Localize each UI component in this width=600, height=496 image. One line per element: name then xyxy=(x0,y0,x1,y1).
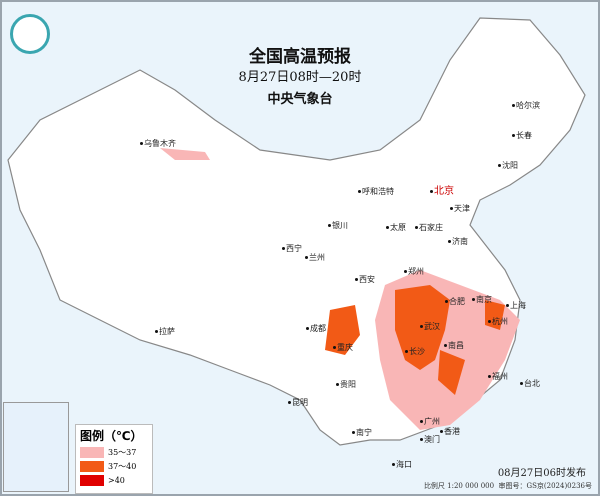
forecast-period: 8月27日08时—20时 xyxy=(238,70,362,85)
map-number: 审图号：GS京(2024)0236号 xyxy=(498,482,592,490)
city-label: 福州 xyxy=(488,371,508,382)
city-label: 重庆 xyxy=(333,342,353,353)
city-label: 澳门 xyxy=(420,434,440,445)
legend-swatch xyxy=(80,447,104,458)
legend-label: >40 xyxy=(108,476,125,485)
city-label: 贵阳 xyxy=(336,379,356,390)
city-label: 沈阳 xyxy=(498,160,518,171)
city-label: 南昌 xyxy=(444,340,464,351)
legend-swatch xyxy=(80,475,104,486)
city-label: 石家庄 xyxy=(415,222,443,233)
city-label: 拉萨 xyxy=(155,326,175,337)
city-label: 香港 xyxy=(440,426,460,437)
city-label: 海口 xyxy=(392,459,412,470)
city-label: 天津 xyxy=(450,203,470,214)
city-label: 广州 xyxy=(420,416,440,427)
legend-label: 35～37 xyxy=(108,448,137,457)
city-label: 哈尔滨 xyxy=(512,100,540,111)
city-label: 上海 xyxy=(506,300,526,311)
scale-and-map-number: 比例尺 1:20 000 000 审图号：GS京(2024)0236号 xyxy=(424,481,592,491)
map-title: 全国高温预报 xyxy=(249,47,351,67)
city-label: 银川 xyxy=(328,220,348,231)
publish-time: 08月27日06时发布 xyxy=(497,468,586,479)
city-label: 西宁 xyxy=(282,243,302,254)
city-label: 武汉 xyxy=(420,321,440,332)
city-label: 成都 xyxy=(306,323,326,334)
city-label: 济南 xyxy=(448,236,468,247)
issuer: 中央气象台 xyxy=(267,92,333,107)
city-label: 杭州 xyxy=(488,316,508,327)
city-label: 西安 xyxy=(355,274,375,285)
city-label: 长春 xyxy=(512,130,532,141)
scale-text: 比例尺 1:20 000 000 xyxy=(423,482,495,490)
city-label: 北京 xyxy=(430,182,454,197)
legend-swatch xyxy=(80,461,104,472)
legend-item: 37～40 xyxy=(80,461,148,472)
south-china-sea-inset xyxy=(3,402,69,492)
city-label: 郑州 xyxy=(404,266,424,277)
legend-title: 图例（℃） xyxy=(80,429,143,443)
city-label: 南京 xyxy=(472,294,492,305)
city-label: 乌鲁木齐 xyxy=(140,138,176,149)
city-label: 合肥 xyxy=(445,296,465,307)
cma-logo xyxy=(10,14,50,54)
legend-item: 35～37 xyxy=(80,447,148,458)
city-label: 南宁 xyxy=(352,427,372,438)
city-label: 呼和浩特 xyxy=(358,186,394,197)
city-label: 台北 xyxy=(520,378,540,389)
city-label: 兰州 xyxy=(305,252,325,263)
heat-area-xinjiang xyxy=(160,148,210,160)
legend: 图例（℃） 35～37 37～40 >40 xyxy=(75,424,153,494)
city-label: 太原 xyxy=(386,222,406,233)
legend-label: 37～40 xyxy=(108,462,137,471)
heat-area-jiangxi xyxy=(438,350,465,395)
legend-item: >40 xyxy=(80,475,148,486)
city-label: 昆明 xyxy=(288,397,308,408)
city-label: 长沙 xyxy=(405,346,425,357)
